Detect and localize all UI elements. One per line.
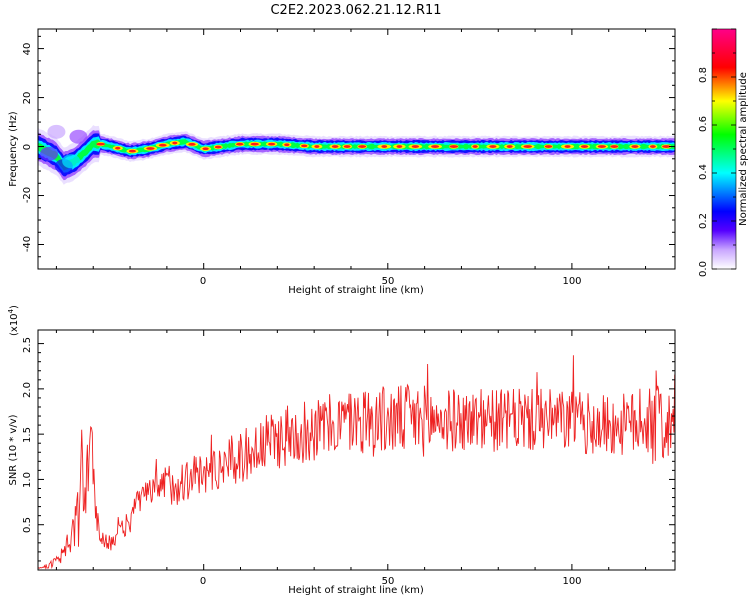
- colorbar-tick-0: 0.0: [698, 261, 709, 277]
- colorbar-label: Normalized spectral amplitude: [738, 72, 749, 226]
- spectrogram-xtick-100: 100: [562, 276, 581, 287]
- spectrogram-peak-core-28: [564, 145, 571, 148]
- spectrogram-xtick-50: 50: [382, 276, 395, 287]
- spectrogram-peak-core-12: [284, 143, 290, 147]
- snr-y-exponent: (x104): [7, 305, 20, 336]
- spectrogram-y-axis-label: Frequency (Hz): [8, 111, 19, 187]
- spectrogram-peak-core-18: [381, 145, 388, 148]
- spectrogram-peak-core-25: [506, 145, 513, 148]
- spectrogram-blob-4: [40, 146, 59, 161]
- colorbar-gradient: [711, 28, 737, 270]
- spectrogram-peak-core-31: [610, 145, 619, 148]
- snr-ytick-05: 0.5: [22, 517, 33, 533]
- spectrogram-peak-core-0: [96, 142, 105, 146]
- spectrogram-peak-core-8: [214, 145, 222, 149]
- spectrogram-peak-core-1: [115, 146, 121, 150]
- snr-ytick-25: 2.5: [22, 337, 33, 353]
- snr-frame: [37, 329, 676, 571]
- spectrogram-peak-core-4: [158, 143, 167, 147]
- spectrogram-peak-core-24: [489, 145, 497, 148]
- spectrogram-blob-2: [62, 154, 81, 169]
- spectrogram-peak-core-11: [268, 142, 276, 146]
- spectrogram-peak-core-23: [472, 145, 478, 148]
- spectrogram-peak-core-14: [314, 145, 320, 148]
- snr-xtick-50: 50: [382, 576, 395, 587]
- figure-title: C2E2.2023.062.21.12.R11: [270, 3, 441, 18]
- spectrogram-panel: 0 50 100 Height of straight line (km) -4…: [8, 28, 676, 296]
- snr-y-axis-label: SNR (10 * v/v): [8, 414, 19, 485]
- snr-xtick-100: 100: [562, 576, 581, 587]
- spectrogram-peak-core-9: [236, 142, 244, 146]
- spectrogram-peak-core-13: [301, 144, 308, 148]
- spectrogram-ytick-m40: -40: [22, 236, 33, 252]
- snr-exponent-suffix: ): [9, 305, 20, 309]
- spectrogram-peak-core-7: [202, 147, 209, 151]
- spectrogram-peak-core-30: [597, 145, 607, 148]
- spectrogram-peak-core-26: [523, 145, 533, 148]
- snr-xtick-0: 0: [200, 576, 206, 587]
- spectrogram-peak-core-29: [580, 145, 589, 148]
- spectrogram-peak-core-10: [250, 142, 259, 146]
- spectrogram-peak-core-20: [411, 145, 420, 148]
- spectrogram-peak-core-21: [431, 145, 440, 148]
- snr-x-axis-label: Height of straight line (km): [288, 585, 424, 596]
- spectrogram-peak-core-5: [172, 141, 178, 145]
- spectrogram-peak-core-34: [662, 145, 671, 148]
- snr-series-line: [38, 355, 675, 570]
- svg-text:(x104): (x104): [7, 305, 20, 336]
- snr-ytick-20: 2.0: [22, 382, 33, 398]
- colorbar: 0.0 0.2 0.4 0.6 0.8 Normalized spectral …: [698, 28, 749, 277]
- colorbar-tick-06: 0.6: [698, 116, 709, 132]
- spectrogram-ytick-20: 20: [22, 92, 33, 105]
- snr-panel: 0 50 100 Height of straight line (km) 0.…: [7, 305, 676, 596]
- spectrogram-peak-core-32: [631, 145, 639, 148]
- spectrogram-peak-core-27: [544, 145, 553, 148]
- snr-ytick-10: 1.0: [22, 472, 33, 488]
- spectrogram-peak-core-17: [358, 145, 367, 148]
- colorbar-tick-02: 0.2: [698, 213, 709, 229]
- snr-exponent-power: 4: [7, 308, 15, 313]
- colorbar-ticks: [712, 28, 736, 270]
- spectrogram-blob-3: [69, 129, 88, 144]
- spectrogram-peak-core-16: [343, 145, 351, 148]
- spectrogram-xtick-0: 0: [200, 276, 206, 287]
- spectrogram-peak-core-15: [331, 145, 339, 148]
- snr-ytick-15: 1.5: [22, 427, 33, 443]
- spectrogram-blob-0: [47, 124, 66, 139]
- spectrogram-peak-core-3: [146, 147, 155, 150]
- spectrogram-peak-core-33: [649, 145, 656, 148]
- spectrogram-peak-core-22: [449, 145, 459, 148]
- snr-exponent-prefix: (x10: [9, 313, 20, 336]
- spectrogram-ytick-40: 40: [22, 43, 33, 56]
- spectrogram-image: [38, 124, 675, 185]
- spectrogram-band-4: [38, 139, 675, 171]
- spectrogram-peak-core-19: [396, 145, 403, 148]
- spectrogram-ytick-0: 0: [22, 144, 33, 150]
- spectrogram-x-axis-label: Height of straight line (km): [288, 285, 424, 296]
- snr-ticks: [38, 330, 675, 570]
- spectrogram-frame: [37, 28, 676, 270]
- spectrogram-peak-core-2: [128, 149, 136, 153]
- spectrogram-peak-core-6: [188, 142, 196, 146]
- spectrogram-ytick-m20: -20: [22, 187, 33, 203]
- spectrogram-ticks: [38, 29, 675, 269]
- colorbar-tick-08: 0.8: [698, 67, 709, 83]
- colorbar-tick-04: 0.4: [698, 164, 709, 180]
